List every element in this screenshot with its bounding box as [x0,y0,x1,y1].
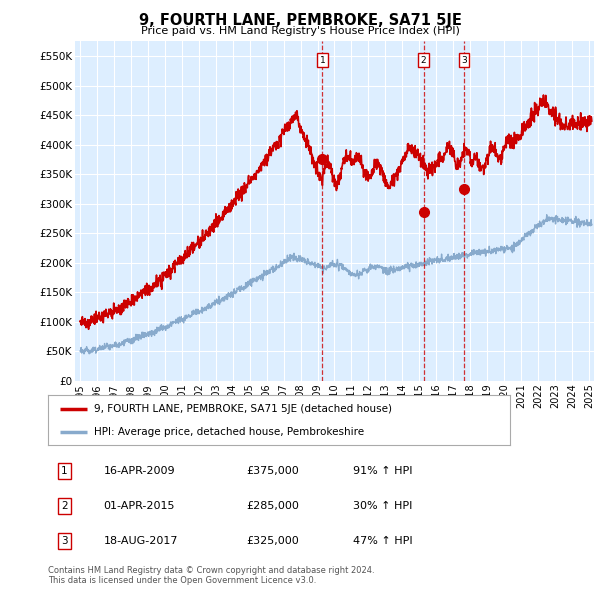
Text: 18-AUG-2017: 18-AUG-2017 [103,536,178,546]
Text: 47% ↑ HPI: 47% ↑ HPI [353,536,413,546]
Text: 3: 3 [61,536,67,546]
Text: This data is licensed under the Open Government Licence v3.0.: This data is licensed under the Open Gov… [48,576,316,585]
Text: 9, FOURTH LANE, PEMBROKE, SA71 5JE (detached house): 9, FOURTH LANE, PEMBROKE, SA71 5JE (deta… [94,404,392,414]
Text: £325,000: £325,000 [247,536,299,546]
Text: HPI: Average price, detached house, Pembrokeshire: HPI: Average price, detached house, Pemb… [94,427,364,437]
Text: 9, FOURTH LANE, PEMBROKE, SA71 5JE: 9, FOURTH LANE, PEMBROKE, SA71 5JE [139,13,461,28]
Text: 2: 2 [61,501,67,511]
Text: Price paid vs. HM Land Registry's House Price Index (HPI): Price paid vs. HM Land Registry's House … [140,26,460,36]
Text: 2: 2 [421,55,427,65]
Text: £285,000: £285,000 [247,501,299,511]
Text: 1: 1 [61,466,67,476]
Text: 30% ↑ HPI: 30% ↑ HPI [353,501,412,511]
Text: 01-APR-2015: 01-APR-2015 [103,501,175,511]
Text: 91% ↑ HPI: 91% ↑ HPI [353,466,412,476]
Text: 16-APR-2009: 16-APR-2009 [103,466,175,476]
Text: 3: 3 [461,55,467,65]
Text: Contains HM Land Registry data © Crown copyright and database right 2024.: Contains HM Land Registry data © Crown c… [48,566,374,575]
Text: £375,000: £375,000 [247,466,299,476]
Text: 1: 1 [320,55,325,65]
